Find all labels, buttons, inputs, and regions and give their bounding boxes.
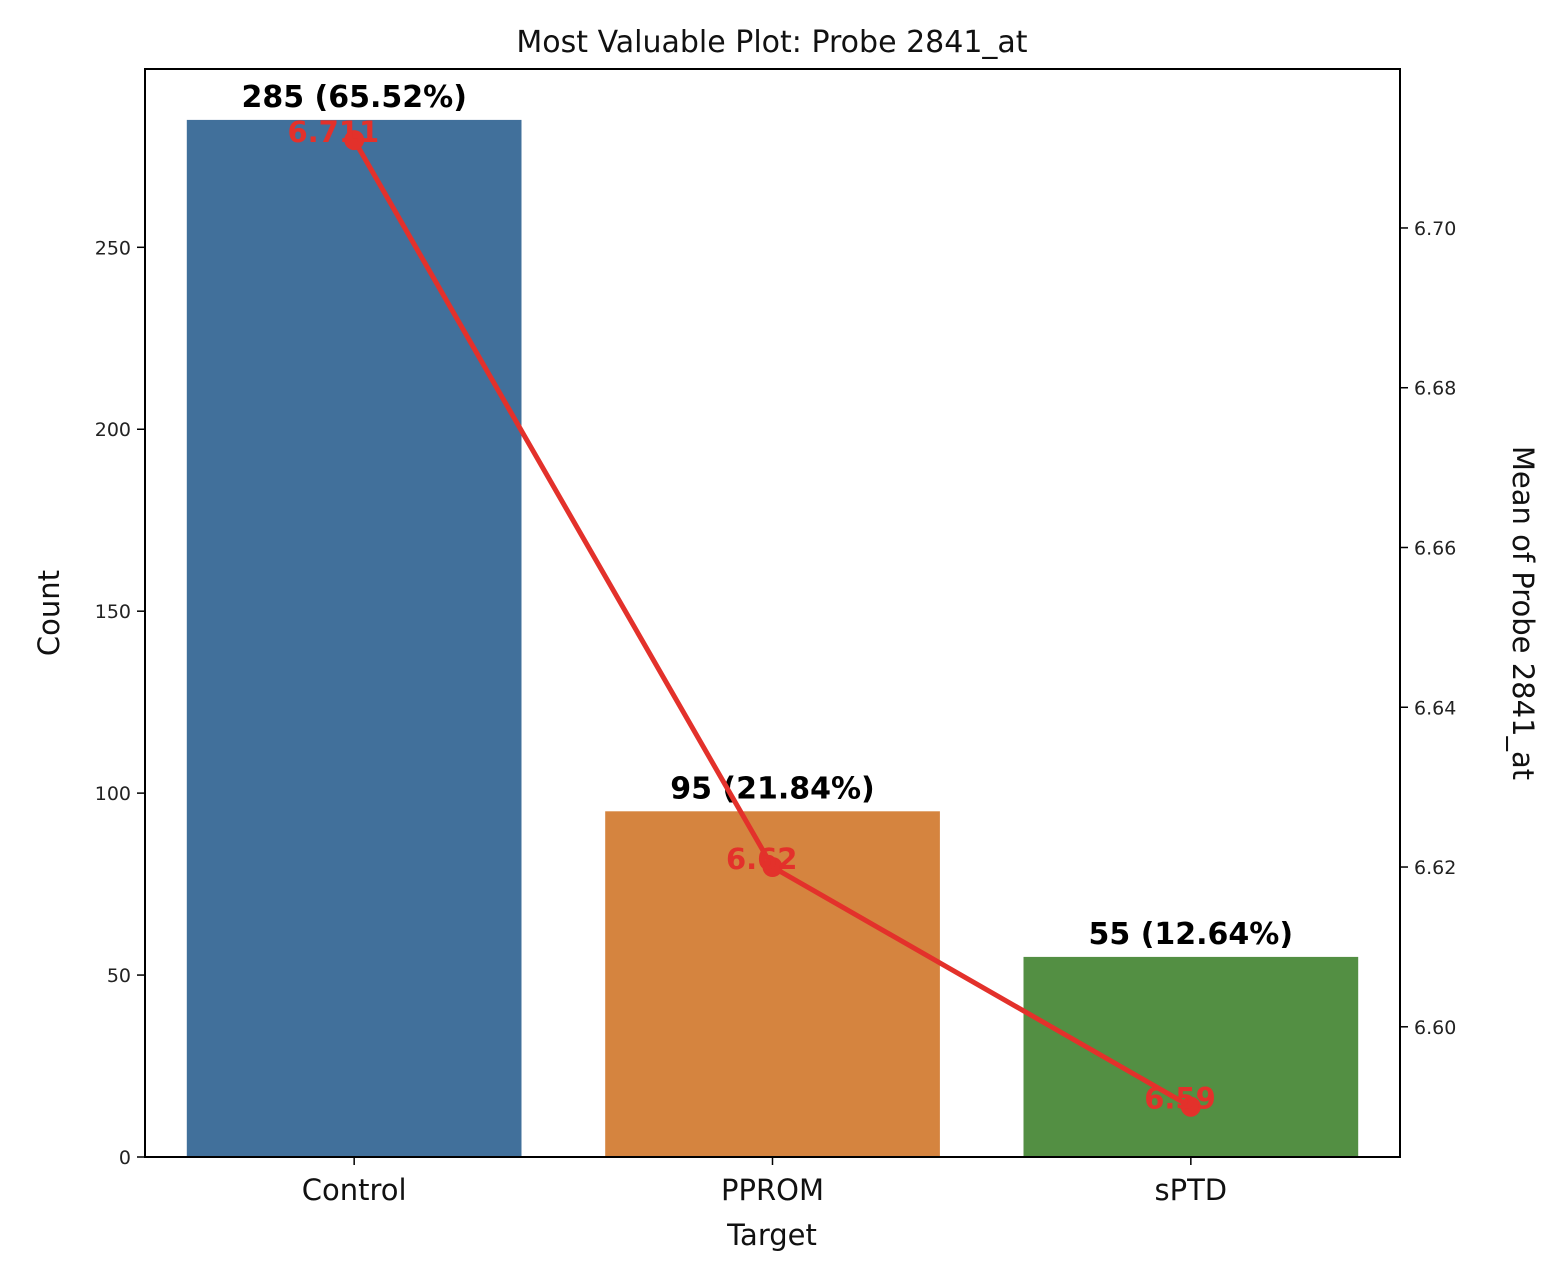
y2-axis-title: Mean of Probe 2841_at <box>1506 446 1540 780</box>
y-axis-title: Count <box>32 570 66 656</box>
mean-point-label: 6.62 <box>726 842 798 876</box>
y-tick-label: 200 <box>95 419 131 441</box>
bar-value-label: 285 (65.52%) <box>241 80 466 115</box>
x-axis: Control PPROM sPTD <box>302 1157 1227 1207</box>
y2-tick-label: 6.60 <box>1414 1017 1456 1039</box>
y2-tick-label: 6.66 <box>1414 537 1456 559</box>
bars-layer <box>186 119 1359 1157</box>
x-axis-title: Target <box>726 1218 817 1252</box>
x-tick-label-pprom: PPROM <box>721 1173 824 1207</box>
chart-title: Most Valuable Plot: Probe 2841_at <box>516 25 1027 60</box>
y2-tick-label: 6.70 <box>1414 218 1456 240</box>
y-tick-label: 150 <box>95 601 131 623</box>
bar-control <box>186 119 522 1157</box>
bar-labels-layer: 285 (65.52%) 95 (21.84%) 55 (12.64%) <box>241 80 1293 952</box>
y2-tick-label: 6.64 <box>1414 697 1456 719</box>
line-layer: 6.711 6.62 6.59 <box>287 115 1216 1117</box>
bar-sptd <box>1023 956 1359 1157</box>
y2-tick-label: 6.68 <box>1414 378 1456 400</box>
y2-tick-label: 6.62 <box>1414 857 1456 879</box>
y-tick-label: 0 <box>119 1147 131 1169</box>
mean-point-label: 6.711 <box>287 115 379 149</box>
mean-point-label: 6.59 <box>1144 1082 1216 1116</box>
y-tick-label: 250 <box>95 237 131 259</box>
y-tick-label: 100 <box>95 783 131 805</box>
left-axis: 0 50 100 150 200 250 <box>95 237 145 1169</box>
bar-value-label: 95 (21.84%) <box>670 771 875 806</box>
x-tick-label-sptd: sPTD <box>1155 1173 1228 1207</box>
y-tick-label: 50 <box>107 965 131 987</box>
bar-value-label: 55 (12.64%) <box>1089 917 1294 952</box>
x-tick-label-control: Control <box>302 1173 407 1207</box>
mean-point <box>344 130 365 151</box>
mean-point <box>1180 1096 1201 1117</box>
mean-point <box>762 857 783 877</box>
right-axis: 6.60 6.62 6.64 6.66 6.68 6.70 <box>1400 218 1456 1039</box>
